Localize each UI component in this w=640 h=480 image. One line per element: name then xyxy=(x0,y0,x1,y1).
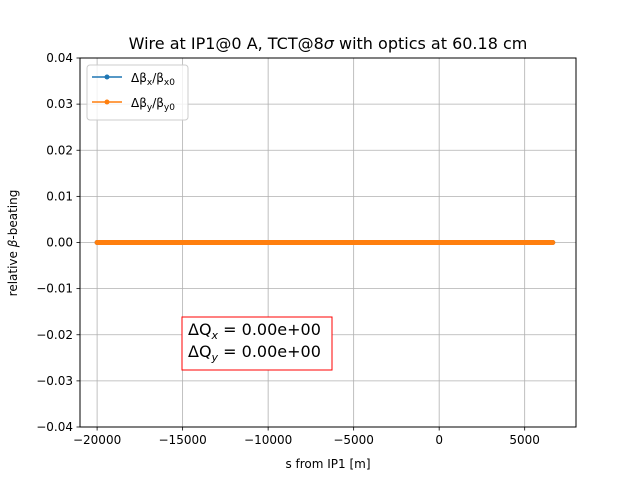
annotation-qx: ΔQx = 0.00e+00 xyxy=(188,320,321,342)
annotation-qy: ΔQy = 0.00e+00 xyxy=(188,342,321,364)
x-tick-label: −5000 xyxy=(333,433,374,447)
y-axis: −0.04 −0.03 −0.02 −0.01 0.00 0.01 0.02 0.03 0.04 xyxy=(36,51,80,434)
y-tick-label: −0.01 xyxy=(36,282,73,296)
x-axis: −20000 −15000 −10000 −5000 0 5000 xyxy=(73,427,540,447)
legend-box xyxy=(86,64,189,121)
y-tick-label: −0.04 xyxy=(36,420,73,434)
x-tick-label: 0 xyxy=(435,433,443,447)
y-axis-label: relative β-beating xyxy=(6,190,20,297)
legend-marker-by xyxy=(104,99,110,105)
y-tick-label: −0.02 xyxy=(36,328,73,342)
x-axis-label: s from IP1 [m] xyxy=(285,457,370,471)
y-tick-label: 0.04 xyxy=(46,51,73,65)
y-tick-label: 0.01 xyxy=(46,189,73,203)
legend-label-bx: Δβx/βx0 xyxy=(131,71,175,88)
y-tick-label: 0.03 xyxy=(46,97,73,111)
x-tick-label: −20000 xyxy=(73,433,121,447)
y-tick-label: 0.00 xyxy=(46,236,73,250)
legend-label-by: Δβy/βy0 xyxy=(131,96,175,113)
tune-shift-annotation: ΔQx = 0.00e+00 ΔQy = 0.00e+00 xyxy=(181,316,333,371)
annotation-box xyxy=(181,316,333,371)
x-tick-label: 5000 xyxy=(509,433,540,447)
legend: Δβx/βx0 Δβy/βy0 xyxy=(86,64,189,121)
series-markers-by xyxy=(94,240,556,245)
legend-marker-bx xyxy=(104,74,110,80)
chart-title: Wire at IP1@0 A, TCT@8σ with optics at 6… xyxy=(129,34,528,53)
x-tick-label: −10000 xyxy=(244,433,292,447)
series-layer xyxy=(94,240,556,245)
y-tick-label: −0.03 xyxy=(36,374,73,388)
y-tick-label: 0.02 xyxy=(46,143,73,157)
x-tick-label: −15000 xyxy=(159,433,207,447)
